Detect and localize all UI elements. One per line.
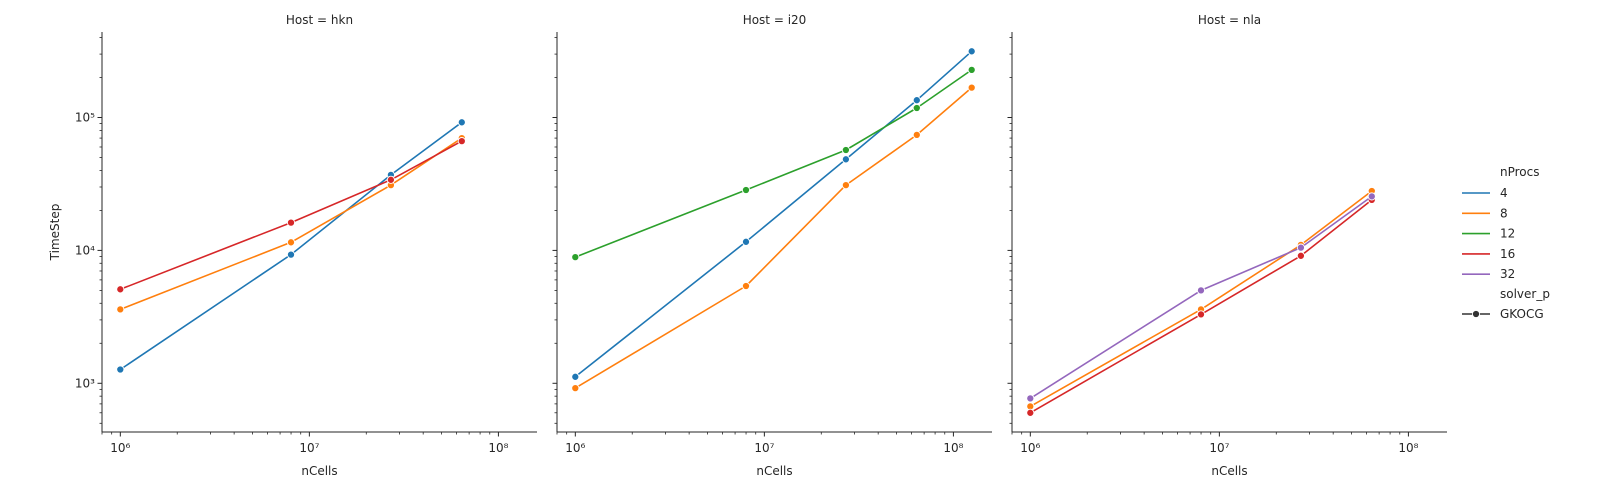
data-point-12 (741, 185, 751, 195)
legend-marker-GKOCG (1471, 309, 1481, 319)
data-point-8 (286, 238, 296, 247)
legend-label-8: 8 (1500, 206, 1508, 220)
data-point-16 (457, 137, 466, 146)
series-line-12 (575, 69, 973, 258)
data-point-32 (1196, 286, 1206, 295)
series-line-16 (120, 140, 463, 291)
x-tick-label: 10⁸ (488, 441, 508, 455)
data-point-16 (1296, 251, 1305, 260)
x-axis-label: nCells (1211, 464, 1247, 478)
data-point-8 (967, 83, 976, 92)
data-point-32 (1296, 243, 1305, 252)
x-tick-label: 10⁸ (943, 441, 963, 455)
y-tick-label: 10⁴ (75, 243, 95, 257)
series-line-16 (1029, 199, 1373, 414)
series-line-8 (1029, 190, 1373, 408)
data-point-32 (1026, 394, 1035, 403)
data-point-4 (741, 237, 751, 246)
data-point-32 (1367, 192, 1376, 201)
x-tick-label: 10⁶ (565, 441, 585, 455)
x-axis-label: nCells (756, 464, 792, 478)
data-point-4 (571, 372, 580, 381)
series-line-4 (574, 50, 973, 378)
data-point-4 (841, 155, 850, 164)
x-tick-label: 10⁶ (110, 441, 130, 455)
y-axis-label: TimeStep (48, 204, 62, 262)
x-tick-label: 10⁸ (1398, 441, 1418, 455)
series-line-4 (119, 121, 463, 371)
x-tick-label: 10⁷ (1209, 441, 1229, 455)
panel-title: Host = nla (1198, 13, 1261, 27)
x-axis-label: nCells (301, 464, 337, 478)
data-point-16 (286, 218, 296, 227)
panel-title: Host = hkn (286, 13, 353, 27)
panel-title: Host = i20 (743, 13, 807, 27)
legend-title-solver: solver_p (1500, 287, 1550, 301)
legend-title-nprocs: nProcs (1500, 165, 1540, 179)
data-point-8 (116, 305, 125, 314)
data-point-8 (912, 130, 921, 139)
legend-label-32: 32 (1500, 267, 1515, 281)
legend-label-4: 4 (1500, 186, 1508, 200)
x-tick-label: 10⁷ (754, 441, 774, 455)
legend-label-16: 16 (1500, 247, 1515, 261)
x-tick-label: 10⁷ (299, 441, 319, 455)
y-tick-label: 10³ (75, 376, 95, 390)
data-point-4 (116, 365, 125, 374)
data-point-16 (116, 285, 125, 294)
legend-label-12: 12 (1500, 227, 1515, 241)
series-line-8 (574, 86, 973, 389)
data-point-8 (841, 181, 850, 190)
data-point-16 (1026, 408, 1035, 417)
data-point-16 (386, 175, 395, 184)
data-point-4 (912, 96, 921, 105)
data-point-4 (967, 47, 976, 56)
data-point-12 (841, 145, 850, 155)
data-point-16 (1196, 310, 1206, 319)
data-point-12 (967, 65, 976, 74)
data-point-12 (912, 103, 921, 113)
data-point-4 (457, 118, 466, 127)
series-line-8 (120, 137, 463, 311)
data-point-8 (741, 281, 751, 291)
data-point-4 (286, 250, 296, 259)
y-tick-label: 10⁵ (75, 111, 95, 125)
x-tick-label: 10⁶ (1020, 441, 1040, 455)
legend-label-GKOCG: GKOCG (1500, 307, 1544, 321)
data-point-12 (571, 253, 580, 262)
series-line-32 (1029, 195, 1373, 400)
data-point-8 (571, 384, 580, 393)
